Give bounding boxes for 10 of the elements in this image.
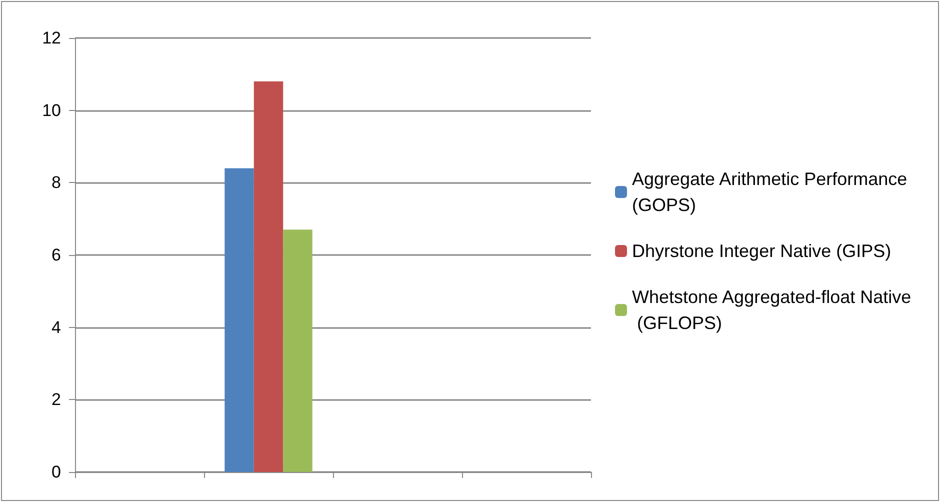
y-tick-label: 6	[52, 246, 61, 264]
legend-label: Dhyrstone Integer Native (GIPS)	[632, 241, 892, 261]
y-tick-label: 8	[52, 173, 61, 192]
y-tick-label: 12	[42, 28, 61, 48]
y-tick-label: 0	[52, 462, 61, 482]
y-tick-label: 4	[52, 318, 61, 337]
y-tick-label: 2	[52, 390, 61, 410]
legend-label: Aggregate Arithmetic Performance (GOPS)	[632, 169, 912, 215]
legend-label: Whetstone Aggregated-float Native (GFLOPS)	[632, 287, 916, 333]
y-tick-label: 10	[42, 100, 61, 120]
